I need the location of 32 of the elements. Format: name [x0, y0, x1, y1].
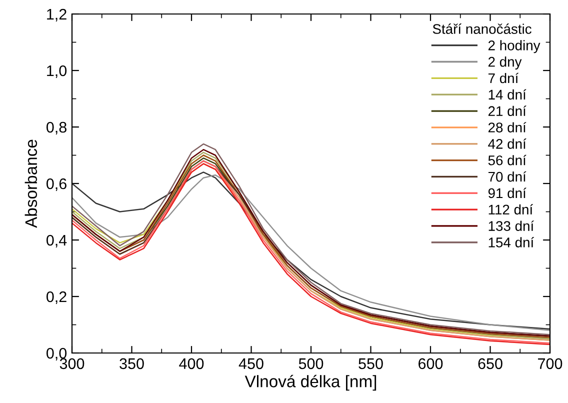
x-tick-label: 300: [60, 358, 84, 370]
x-tick-label: 350: [120, 358, 144, 370]
legend-title: Stáří nanočástic: [432, 24, 532, 34]
y-tick-label: 0,0: [46, 348, 67, 360]
x-tick-label: 500: [298, 358, 324, 370]
legend-label: 91 dní: [488, 188, 526, 198]
legend-label: 2 hodiny: [488, 40, 540, 54]
x-tick-label: 400: [179, 358, 204, 370]
legend-label: 2 dny: [488, 56, 522, 70]
x-tick-label: 550: [358, 358, 383, 370]
legend-label: 56 dní: [488, 154, 526, 166]
y-tick-label: 0,4: [46, 234, 67, 248]
legend-label: 14 dní: [488, 89, 526, 100]
x-tick-label: 600: [418, 358, 443, 370]
y-tick-label: 0,2: [46, 291, 66, 304]
legend-label: 21 dní: [488, 106, 526, 116]
y-tick-label: 0,6: [46, 178, 66, 191]
legend-label: 7 dní: [488, 72, 519, 84]
y-tick-label: 0,8: [46, 122, 66, 134]
y-axis-title: Absorbance: [24, 140, 38, 228]
x-tick-label: 650: [478, 358, 502, 370]
legend-label: 154 dní: [488, 237, 534, 248]
x-tick-label: 450: [238, 358, 264, 370]
y-tick-label: 1,0: [47, 65, 67, 78]
legend-label: 28 dní: [488, 122, 526, 132]
y-tick-label: 1,2: [47, 8, 66, 22]
x-tick-label: 700: [538, 358, 562, 370]
legend-label: 112 dní: [488, 204, 534, 215]
legend-label: 42 dní: [488, 138, 526, 149]
legend-label: 133 dní: [488, 220, 534, 231]
x-axis-title: Vlnová délka [nm]: [244, 374, 376, 391]
legend-label: 70 dní: [488, 171, 526, 182]
